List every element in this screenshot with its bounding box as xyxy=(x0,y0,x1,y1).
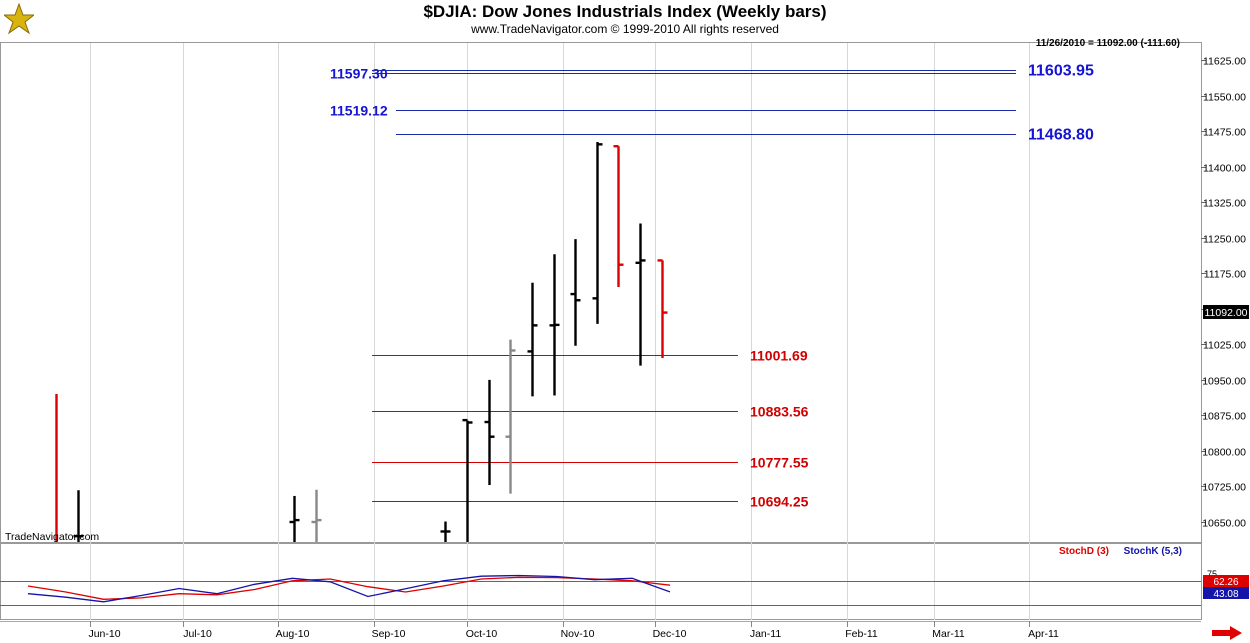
trade-navigator-logo-icon xyxy=(4,3,34,35)
red-level-label: 10883.56 xyxy=(750,404,809,420)
ohlc-bar xyxy=(311,489,322,542)
vertical-gridlines xyxy=(90,43,1030,627)
blue-level-label: 11468.80 xyxy=(1028,127,1094,144)
last-price-tag xyxy=(1203,305,1249,319)
red-level-label: 11001.69 xyxy=(750,348,808,364)
y-axis-ticks: 11625.00 11550.00 11475.00 11400.00 11325.00… xyxy=(1201,56,1246,530)
ohlc-bar xyxy=(549,254,560,396)
price-bars xyxy=(55,141,668,542)
x-tick-label: Sep-10 xyxy=(372,628,406,640)
stochk-value: 43.08 xyxy=(1213,589,1238,600)
ohlc-bar xyxy=(505,339,516,494)
y-tick-label: 10725.00 xyxy=(1202,482,1246,494)
ohlc-bar xyxy=(613,145,624,287)
ohlc-bar xyxy=(440,521,451,542)
x-tick-label: Nov-10 xyxy=(561,628,595,640)
stochastic-lines xyxy=(0,574,1201,606)
ohlc-bar xyxy=(527,282,538,397)
stochd-legend: StochD (3) xyxy=(1059,546,1109,557)
x-tick-label: Apr-11 xyxy=(1028,628,1059,640)
stoch-series-line xyxy=(27,574,671,603)
y-tick-label: 11325.00 xyxy=(1203,198,1246,210)
x-tick-label: Jan-11 xyxy=(750,628,781,640)
ohlc-bar xyxy=(462,418,473,542)
x-tick-label: Oct-10 xyxy=(466,628,498,640)
blue-level-label: 11603.95 xyxy=(1028,63,1094,80)
y-tick-label: 11025.00 xyxy=(1203,340,1246,352)
scroll-right-icon[interactable] xyxy=(1212,626,1242,640)
red-level-label: 10777.55 xyxy=(750,455,809,471)
stoch-ref-label: 75 xyxy=(1207,569,1217,579)
stochk-value-tag xyxy=(1203,587,1249,599)
stoch-series-line xyxy=(27,576,671,600)
y-tick-label: 11400.00 xyxy=(1203,163,1246,175)
ohlc-bar xyxy=(289,495,300,542)
y-tick-label: 10800.00 xyxy=(1202,447,1246,459)
ohlc-bar xyxy=(635,223,646,366)
stochd-value-tag xyxy=(1203,575,1249,587)
blue-level-label: 11597.30 xyxy=(330,66,388,82)
ohlc-bar xyxy=(657,259,668,359)
x-tick-label: Dec-10 xyxy=(653,628,687,640)
red-level-label: 10694.25 xyxy=(750,494,809,510)
x-tick-label: Jun-10 xyxy=(88,628,120,640)
x-tick-label: Jul-10 xyxy=(183,628,212,640)
fibonacci-levels: 11597.30 11603.95 11519.12 11468.80 11001.69… xyxy=(330,63,1094,510)
y-tick-label: 10875.00 xyxy=(1202,411,1246,423)
header: $DJIA: Dow Jones Industrials Index (Week… xyxy=(0,0,1250,42)
x-tick-label: Feb-11 xyxy=(845,628,878,640)
time-axis-labels: Jun-10 Jul-10 Aug-10 Sep-10 Oct-10 Nov-10 Dec-… xyxy=(88,628,1059,640)
y-tick-label: 11625.00 xyxy=(1203,56,1246,68)
watermark: TradeNavigator.com xyxy=(5,531,99,543)
y-tick-label: 11475.00 xyxy=(1203,127,1246,139)
y-tick-label: 11250.00 xyxy=(1203,234,1246,246)
stochk-legend: StochK (5,3) xyxy=(1124,546,1182,557)
x-tick-label: Mar-11 xyxy=(932,628,965,640)
stochd-value: 62.26 xyxy=(1213,577,1238,588)
blue-level-label: 11519.12 xyxy=(330,103,388,119)
y-tick-label: 11175.00 xyxy=(1204,269,1246,281)
x-tick-label: Aug-10 xyxy=(276,628,310,640)
chart-title: $DJIA: Dow Jones Industrials Index (Week… xyxy=(423,2,827,21)
y-tick-label: 10950.00 xyxy=(1202,376,1246,388)
last-price-label: 11092.00 xyxy=(1204,307,1247,319)
chart-subtitle: www.TradeNavigator.com © 1999-2010 All r… xyxy=(471,22,779,36)
ohlc-bar xyxy=(592,141,603,324)
y-tick-label: 10650.00 xyxy=(1202,518,1246,530)
ohlc-bar xyxy=(73,490,84,542)
ohlc-bar xyxy=(570,239,581,346)
ohlc-bar xyxy=(484,379,495,486)
y-tick-label: 11550.00 xyxy=(1203,92,1246,104)
price-panel-frame xyxy=(0,42,1202,543)
status-readout: 11/26/2010 = 11092.00 (-111.60) xyxy=(1036,38,1180,49)
